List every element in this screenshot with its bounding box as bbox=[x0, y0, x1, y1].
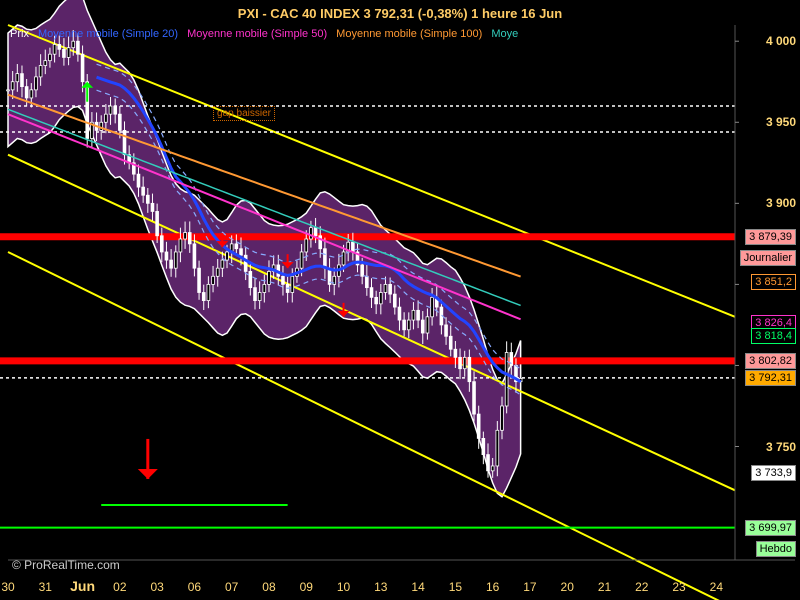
legend-bar: Prix Moyenne mobile (Simple 20) Moyenne … bbox=[10, 28, 524, 40]
y-tick: 3 950 bbox=[766, 115, 796, 129]
x-tick: 03 bbox=[150, 580, 163, 594]
legend-ma50: Moyenne mobile (Simple 50) bbox=[187, 28, 327, 40]
price-box: 3 802,82 bbox=[745, 353, 796, 369]
price-box: 3 792,31 bbox=[745, 370, 796, 386]
x-tick: 08 bbox=[262, 580, 275, 594]
price-box: Journalier bbox=[740, 250, 796, 266]
price-chart bbox=[0, 0, 800, 600]
x-tick: 23 bbox=[672, 580, 685, 594]
legend-ma100: Moyenne mobile (Simple 100) bbox=[336, 28, 482, 40]
x-tick: 09 bbox=[300, 580, 313, 594]
x-tick: 13 bbox=[374, 580, 387, 594]
x-tick: 20 bbox=[561, 580, 574, 594]
x-tick: 02 bbox=[113, 580, 126, 594]
price-box: 3 699,97 bbox=[745, 520, 796, 536]
x-tick: 06 bbox=[188, 580, 201, 594]
price-box: 3 818,4 bbox=[751, 328, 796, 344]
x-tick: 21 bbox=[598, 580, 611, 594]
x-tick: 14 bbox=[411, 580, 424, 594]
watermark: © ProRealTime.com bbox=[12, 558, 120, 572]
price-box: 3 733,9 bbox=[751, 465, 796, 481]
gap-annotation: gap baissier bbox=[213, 106, 275, 121]
x-tick: 10 bbox=[337, 580, 350, 594]
x-tick: 31 bbox=[39, 580, 52, 594]
y-tick: 3 900 bbox=[766, 196, 796, 210]
legend-prix: Prix bbox=[10, 28, 29, 40]
legend-other: Moye bbox=[491, 28, 518, 40]
x-tick: 24 bbox=[710, 580, 723, 594]
x-tick: 16 bbox=[486, 580, 499, 594]
x-tick: 07 bbox=[225, 580, 238, 594]
x-tick: 15 bbox=[449, 580, 462, 594]
x-tick: 30 bbox=[1, 580, 14, 594]
price-box: 3 851,2 bbox=[751, 274, 796, 290]
chart-title: PXI - CAC 40 INDEX 3 792,31 (-0,38%) 1 h… bbox=[0, 6, 800, 21]
y-tick: 4 000 bbox=[766, 34, 796, 48]
x-tick: Jun bbox=[70, 578, 95, 594]
price-box: Hebdo bbox=[756, 541, 796, 557]
legend-ma20: Moyenne mobile (Simple 20) bbox=[38, 28, 178, 40]
price-box: 3 879,39 bbox=[745, 229, 796, 245]
x-tick: 17 bbox=[523, 580, 536, 594]
x-tick: 22 bbox=[635, 580, 648, 594]
y-tick: 3 750 bbox=[766, 440, 796, 454]
